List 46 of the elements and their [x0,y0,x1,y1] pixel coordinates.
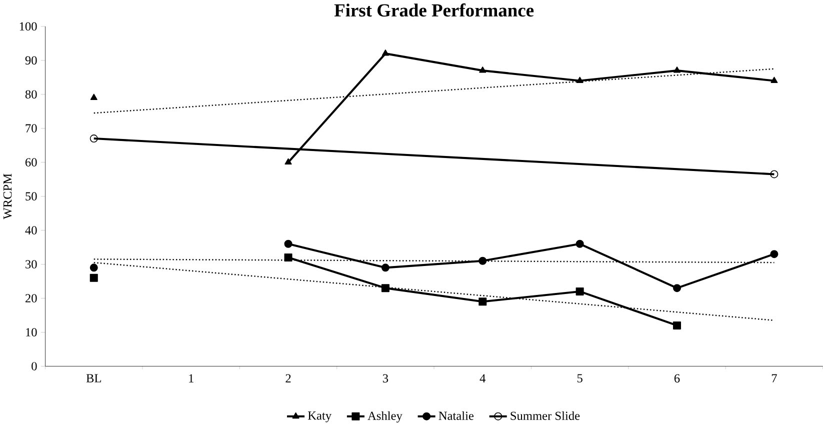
y-tick-label: 100 [20,22,37,31]
point [381,264,390,272]
legend-label: Katy [308,412,332,423]
point [382,50,389,56]
legend-label: Summer Slide [510,412,580,420]
point [478,298,487,306]
x-tick-label: 1 [189,374,194,383]
point [284,158,292,165]
y-tick-label: 60 [26,158,37,167]
y-tick-label: 0 [32,362,37,371]
point [90,274,98,282]
y-tick-label: 90 [25,56,37,65]
point [381,284,390,292]
point [673,66,681,74]
y-tick-label: 50 [26,192,37,201]
y-tick-label: 30 [26,260,37,269]
y-tick-label: 40 [25,226,37,235]
point [576,77,584,84]
y-axis-title: WRCPM [3,174,12,220]
point [770,77,778,84]
point [90,134,98,143]
x-tick-label: BL [86,374,101,383]
point [770,250,778,258]
point [284,240,292,248]
x-tick-label: 4 [480,374,486,383]
point [576,288,584,296]
point [479,66,486,74]
y-tick-label: 10 [26,328,37,337]
x-tick-label: 7 [772,374,777,383]
legend-label: Natalie [438,412,474,420]
point [90,94,98,100]
chart-title: First Grade Performance [334,4,534,17]
x-tick-label: 3 [382,374,388,383]
point [673,284,682,292]
x-tick-label: 5 [577,374,582,383]
x-tick-label: 6 [674,374,680,383]
y-tick-label: 80 [25,90,37,99]
y-tick-label: 20 [26,294,37,303]
point [90,264,98,272]
y-tick-label: 70 [26,124,37,133]
point [673,322,682,330]
point [576,240,584,248]
legend-label: Ashley [368,412,402,423]
x-tick-label: 2 [286,374,291,383]
point [478,257,487,266]
point [284,254,292,262]
